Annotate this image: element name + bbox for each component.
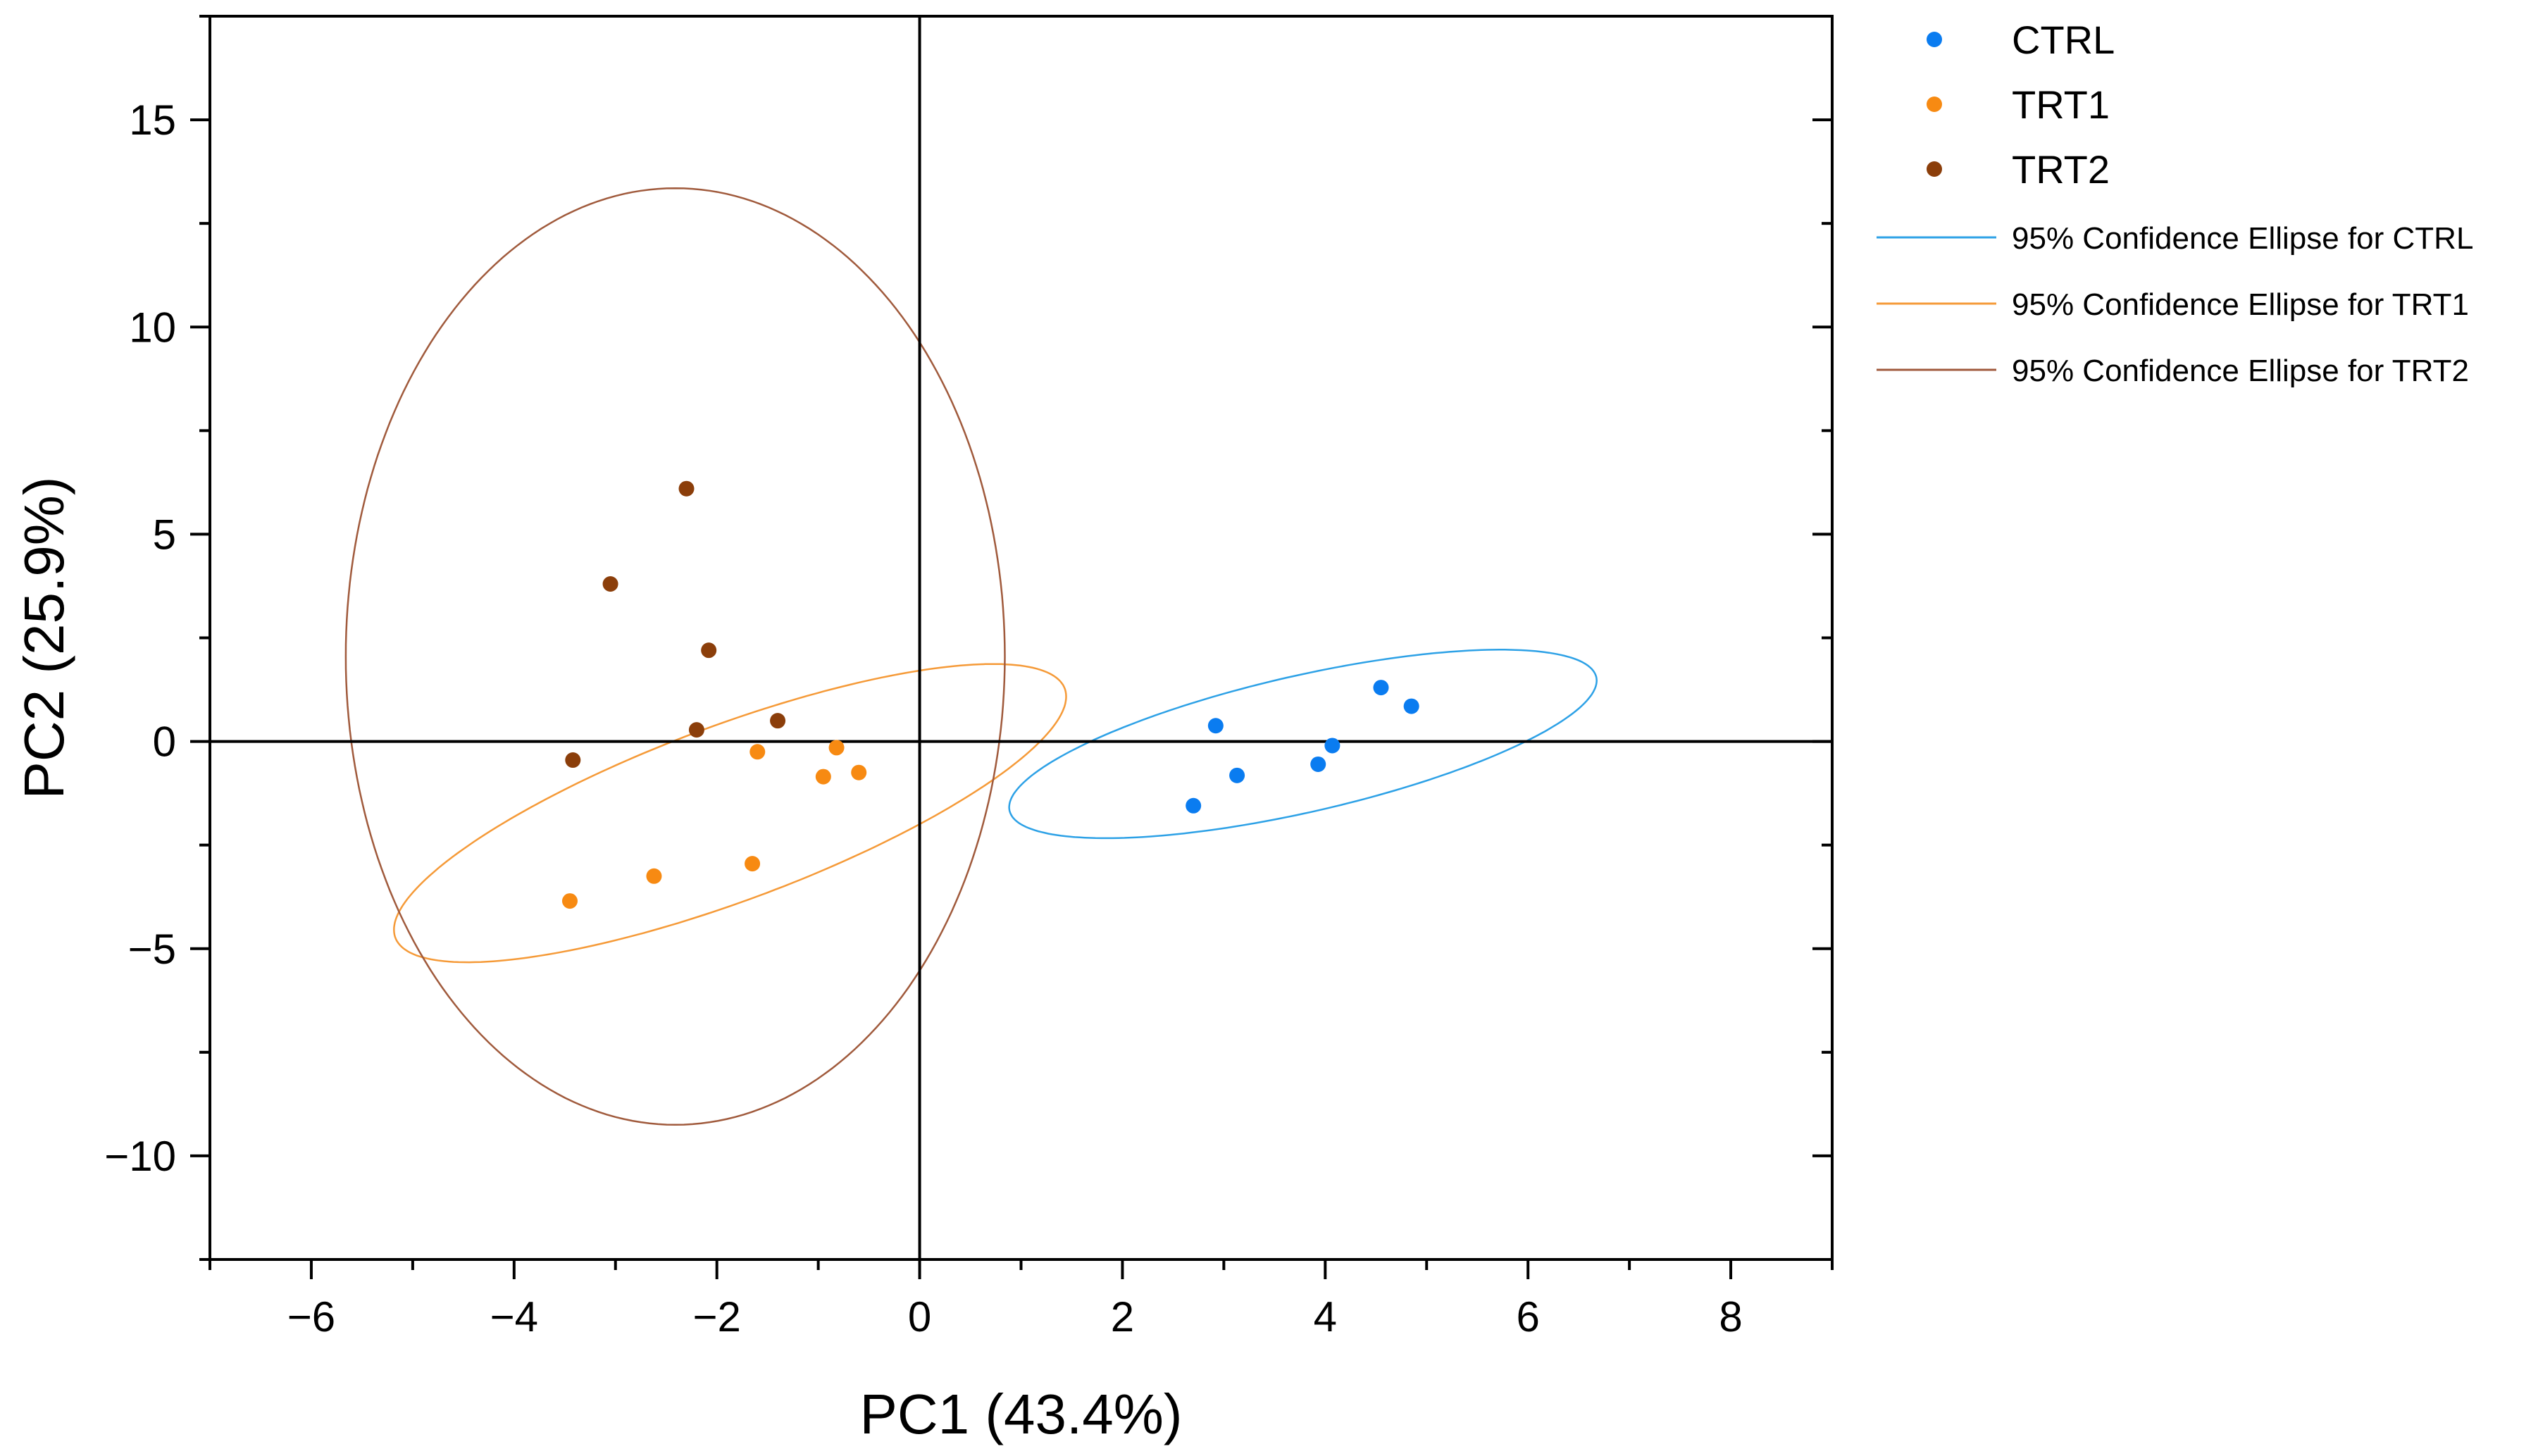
x-axis-ticks: −6 −4 −2 0 2 4 6 8 <box>209 1259 1834 1340</box>
legend-marker-ctrl <box>1927 32 1942 47</box>
legend-label-trt2: TRT2 <box>2012 147 2110 192</box>
x-tick-label: −6 <box>287 1293 335 1340</box>
x-tick-label: −4 <box>490 1293 538 1340</box>
y-tick-label: 0 <box>153 718 176 766</box>
data-point-ctrl <box>1324 738 1340 754</box>
data-point-trt1 <box>851 764 867 780</box>
confidence-ellipse-trt1 <box>393 663 1067 964</box>
confidence-ellipses <box>344 187 1598 1126</box>
data-point-trt1 <box>815 769 831 785</box>
x-tick-label: 4 <box>1314 1293 1337 1340</box>
data-point-ctrl <box>1403 698 1419 714</box>
data-point-trt1 <box>828 740 845 756</box>
plot-frame <box>209 15 1834 1261</box>
y-tick-label: −5 <box>128 926 176 973</box>
data-point-trt1 <box>749 744 766 760</box>
x-tick-label: −2 <box>692 1293 740 1340</box>
data-point-trt2 <box>688 722 704 738</box>
legend-label-ctrl: CTRL <box>2012 18 2115 62</box>
y-axis-title: PC2 (25.9%) <box>13 477 75 799</box>
data-point-trt2 <box>701 642 717 659</box>
reference-lines <box>210 16 1832 1259</box>
data-points <box>561 480 1419 909</box>
data-point-trt2 <box>565 752 581 769</box>
x-tick-label: 8 <box>1719 1293 1742 1340</box>
confidence-ellipse-trt2 <box>344 187 1006 1126</box>
legend-label-ellipse-trt1: 95% Confidence Ellipse for TRT1 <box>2012 287 2469 322</box>
data-point-trt1 <box>646 868 662 884</box>
legend-marker-trt2 <box>1927 161 1942 177</box>
x-tick-label: 0 <box>908 1293 931 1340</box>
data-point-ctrl <box>1373 680 1389 696</box>
y-tick-label: −10 <box>104 1133 176 1180</box>
data-point-trt2 <box>602 576 618 592</box>
data-point-trt1 <box>561 893 578 909</box>
data-point-ctrl <box>1186 797 1202 814</box>
x-axis-title: PC1 (43.4%) <box>860 1383 1183 1445</box>
x-tick-label: 6 <box>1517 1293 1540 1340</box>
legend-label-ellipse-trt2: 95% Confidence Ellipse for TRT2 <box>2012 354 2469 388</box>
legend-marker-trt1 <box>1927 97 1942 112</box>
y-tick-label: 15 <box>129 97 176 144</box>
data-point-ctrl <box>1229 767 1245 783</box>
data-point-ctrl <box>1207 718 1224 734</box>
y-axis-ticks: −10 −5 0 5 10 15 <box>104 15 1832 1261</box>
data-point-trt2 <box>678 480 695 497</box>
legend: CTRL TRT1 TRT2 95% Confidence Ellipse for C… <box>1877 18 2473 388</box>
axes <box>209 15 1834 1261</box>
legend-label-trt1: TRT1 <box>2012 82 2110 127</box>
y-tick-label: 5 <box>153 511 176 558</box>
data-point-trt1 <box>745 856 761 872</box>
data-point-ctrl <box>1310 756 1326 772</box>
legend-label-ellipse-ctrl: 95% Confidence Ellipse for CTRL <box>2012 221 2473 256</box>
x-tick-label: 2 <box>1111 1293 1134 1340</box>
data-point-trt2 <box>770 713 786 729</box>
confidence-ellipse-ctrl <box>1008 649 1598 840</box>
y-tick-label: 10 <box>129 304 176 351</box>
